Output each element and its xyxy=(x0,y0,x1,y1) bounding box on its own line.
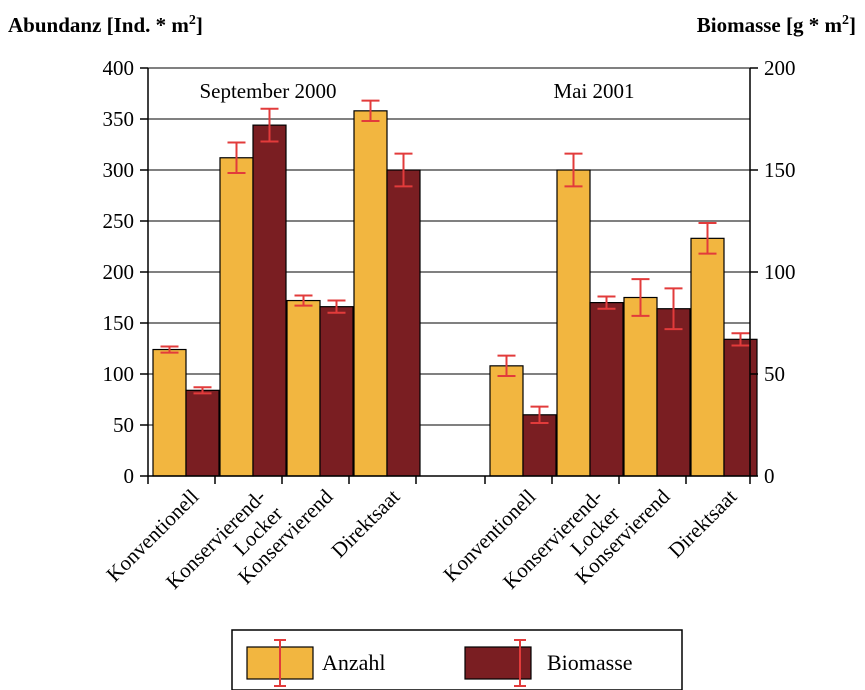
right-tick-label: 0 xyxy=(764,464,775,488)
legend-item-anzahl: Anzahl xyxy=(246,639,386,687)
right-tick-label: 50 xyxy=(764,362,785,386)
bars xyxy=(152,99,758,477)
legend: Anzahl Biomasse xyxy=(231,629,683,690)
category-label-line: Direktsaat xyxy=(663,484,741,562)
bar-anzahl xyxy=(219,157,254,477)
group-label-mai-2001: Mai 2001 xyxy=(553,79,634,103)
bar-biomasse xyxy=(522,414,557,477)
group-label-september-2000: September 2000 xyxy=(199,79,336,103)
bar-biomasse xyxy=(656,308,691,477)
bar-anzahl xyxy=(623,296,658,477)
bar-anzahl xyxy=(286,299,321,477)
bar-biomasse xyxy=(252,124,287,477)
category-label: Direktsaat xyxy=(326,484,404,562)
left-tick-label: 300 xyxy=(103,158,135,182)
legend-label-anzahl: Anzahl xyxy=(322,650,386,675)
left-tick-label: 100 xyxy=(103,362,135,386)
legend-swatch-biomasse xyxy=(464,646,532,680)
left-tick-label: 0 xyxy=(124,464,135,488)
bar-anzahl xyxy=(489,365,524,477)
right-axis-title: Biomasse [g * m2] xyxy=(697,13,856,37)
bar-biomasse xyxy=(723,338,758,477)
left-tick-label: 200 xyxy=(103,260,135,284)
category-label-line: Direktsaat xyxy=(326,484,404,562)
left-tick-label: 50 xyxy=(113,413,134,437)
right-tick-label: 100 xyxy=(764,260,796,284)
legend-item-biomasse: Biomasse xyxy=(464,639,633,687)
left-tick-label: 150 xyxy=(103,311,135,335)
bar-anzahl xyxy=(556,169,591,477)
axes xyxy=(140,67,758,484)
right-tick-label: 200 xyxy=(764,56,796,80)
left-axis-title: Abundanz [Ind. * m2] xyxy=(8,13,203,37)
bar-anzahl xyxy=(690,237,725,477)
bar-biomasse xyxy=(386,169,421,477)
bar-biomasse xyxy=(319,306,354,477)
bar-anzahl xyxy=(152,348,187,477)
bar-biomasse xyxy=(589,302,624,477)
bar-biomasse xyxy=(185,389,220,477)
category-label: Direktsaat xyxy=(663,484,741,562)
left-tick-label: 250 xyxy=(103,209,135,233)
left-tick-label: 400 xyxy=(103,56,135,80)
bar-anzahl xyxy=(353,110,388,477)
legend-label-biomasse: Biomasse xyxy=(547,650,633,675)
left-tick-label: 350 xyxy=(103,107,135,131)
right-tick-label: 150 xyxy=(764,158,796,182)
